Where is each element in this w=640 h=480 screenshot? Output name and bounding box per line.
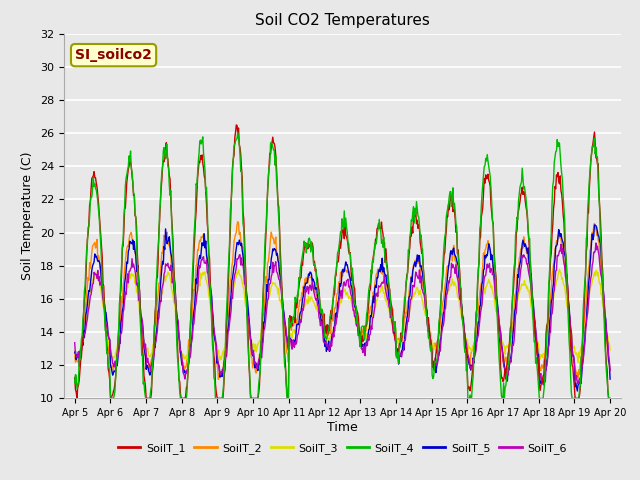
- Text: SI_soilco2: SI_soilco2: [75, 48, 152, 62]
- Title: Soil CO2 Temperatures: Soil CO2 Temperatures: [255, 13, 430, 28]
- Legend: SoilT_1, SoilT_2, SoilT_3, SoilT_4, SoilT_5, SoilT_6: SoilT_1, SoilT_2, SoilT_3, SoilT_4, Soil…: [114, 439, 571, 458]
- X-axis label: Time: Time: [327, 421, 358, 434]
- Y-axis label: Soil Temperature (C): Soil Temperature (C): [22, 152, 35, 280]
